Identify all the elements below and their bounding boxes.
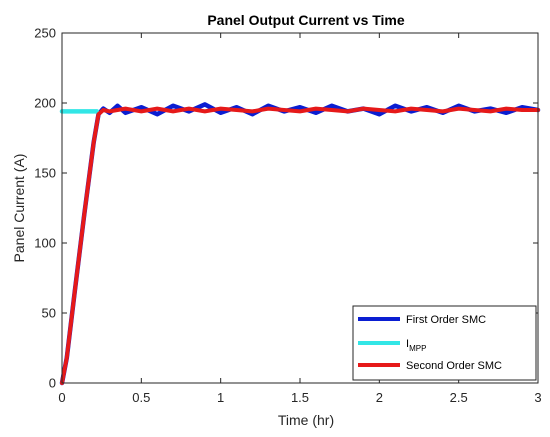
x-axis-label: Time (hr) (278, 412, 334, 428)
y-tick-label: 0 (49, 376, 56, 391)
x-tick-label: 3 (534, 390, 541, 405)
legend-subscript: MPP (409, 344, 426, 353)
chart-title: Panel Output Current vs Time (207, 12, 405, 28)
legend-entry-label: First Order SMC (406, 314, 486, 326)
series-line-3 (60, 106, 540, 385)
series-layer (59, 102, 541, 386)
x-tick-label: 1.5 (291, 390, 309, 405)
x-tick-label: 2 (376, 390, 383, 405)
y-axis-label: Panel Current (A) (11, 154, 27, 263)
legend-entry-label: Second Order SMC (406, 360, 502, 372)
x-tick-label: 0.5 (132, 390, 150, 405)
x-tick-label: 2.5 (450, 390, 468, 405)
y-tick-label: 100 (34, 236, 56, 251)
y-tick-label: 250 (34, 26, 56, 41)
y-tick-label: 200 (34, 96, 56, 111)
y-tick-label: 150 (34, 166, 56, 181)
x-tick-label: 0 (58, 390, 65, 405)
y-tick-label: 50 (42, 306, 56, 321)
x-tick-label: 1 (217, 390, 224, 405)
